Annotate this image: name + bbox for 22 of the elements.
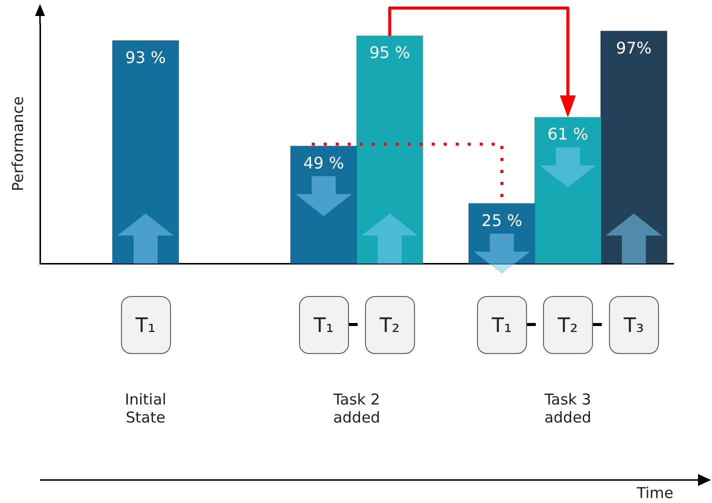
bar xyxy=(290,146,358,264)
y-axis-title: Performance xyxy=(8,96,27,192)
bar xyxy=(534,117,602,264)
x-tick-label: Task 2 added xyxy=(332,390,380,426)
bar xyxy=(356,36,424,264)
text: T₂ xyxy=(558,312,578,336)
text: T₁ xyxy=(492,312,512,336)
text: T₁ xyxy=(120,296,171,354)
text: T₁ xyxy=(314,312,334,336)
x-tick-label: Task 3 added xyxy=(543,390,592,426)
text: T₂ xyxy=(364,296,415,354)
data-label: 25 % xyxy=(482,210,522,230)
data-label: 49 % xyxy=(303,153,344,172)
data-label: 61 % xyxy=(548,124,588,144)
data-label: 93 % xyxy=(125,48,166,67)
bar xyxy=(112,40,179,264)
data-label: 95 % xyxy=(369,43,410,62)
bar xyxy=(600,30,668,264)
data-label: 97% xyxy=(616,38,652,58)
x-tick-label: Initial State xyxy=(124,390,166,426)
x-axis-title: Time xyxy=(636,484,674,502)
text: T₃ xyxy=(608,296,659,354)
